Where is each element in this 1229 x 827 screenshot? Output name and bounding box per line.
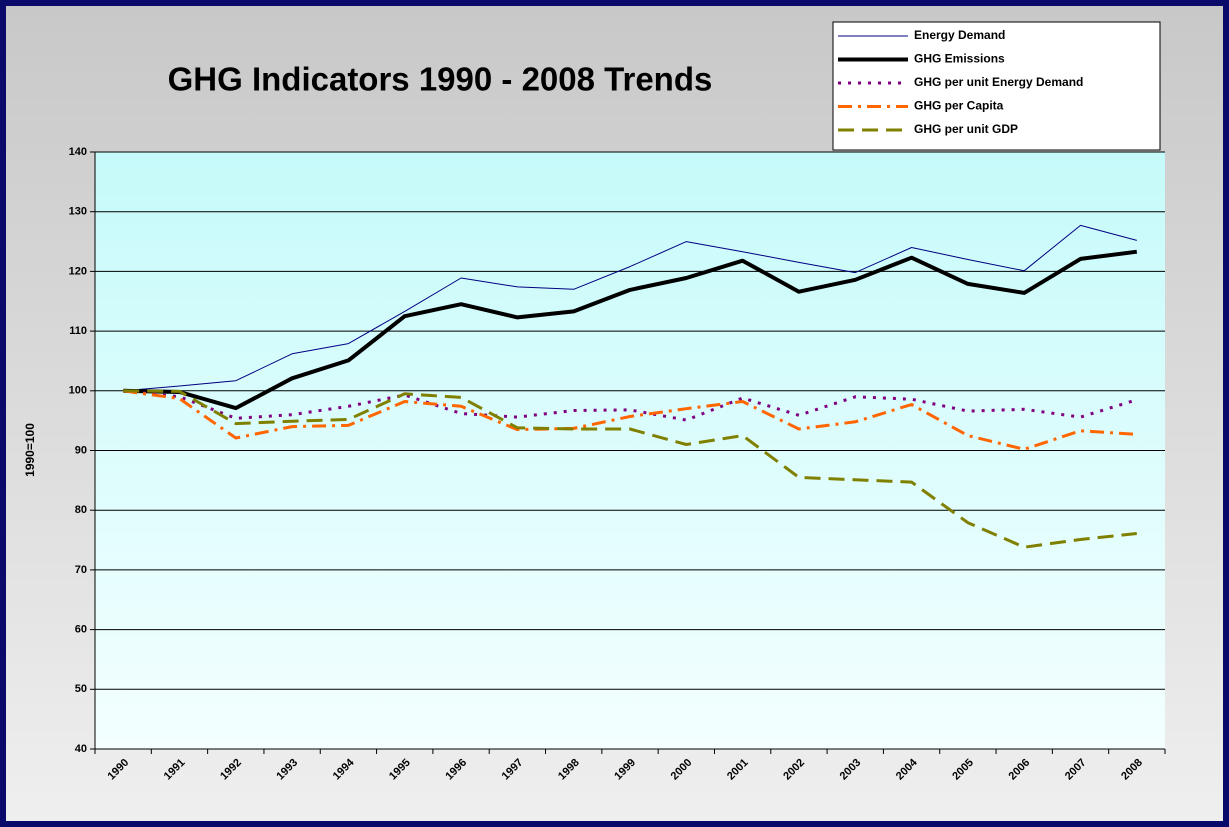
y-tick-label: 40 xyxy=(75,743,87,755)
legend-label: GHG per unit Energy Demand xyxy=(914,75,1083,89)
series-line xyxy=(122,389,1137,451)
legend-label: Energy Demand xyxy=(914,28,1005,42)
y-tick-label: 120 xyxy=(69,265,87,277)
series-line xyxy=(123,389,1137,549)
legend-label: GHG per unit GDP xyxy=(914,122,1018,136)
y-tick-label: 110 xyxy=(69,325,87,337)
y-axis-label: 1990=100 xyxy=(23,423,37,477)
y-tick-label: 130 xyxy=(69,206,87,218)
y-tick-label: 90 xyxy=(75,444,87,456)
chart-title: GHG Indicators 1990 - 2008 Trends xyxy=(168,61,713,98)
series-line xyxy=(123,249,1138,411)
y-tick-label: 50 xyxy=(75,683,87,695)
legend-label: GHG Emissions xyxy=(914,52,1005,66)
y-tick-label: 140 xyxy=(69,146,87,158)
y-tick-label: 70 xyxy=(75,564,87,576)
legend-label: GHG per Capita xyxy=(914,99,1004,113)
series-line xyxy=(123,224,1137,392)
y-tick-label: 100 xyxy=(69,385,87,397)
y-tick-label: 60 xyxy=(75,624,87,636)
legend: Energy Demand GHG Emissions GHG per unit E… xyxy=(838,28,1083,136)
y-tick-label: 80 xyxy=(75,504,87,516)
